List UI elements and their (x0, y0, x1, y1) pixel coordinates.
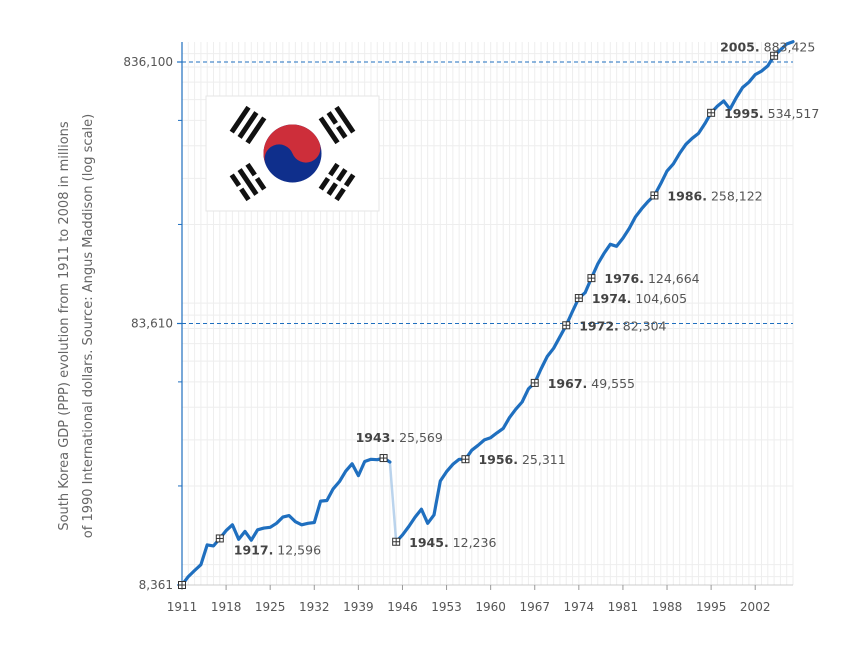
markers (178, 51, 779, 589)
annotation-value: 49,555 (587, 376, 635, 391)
annotations: 1917. 12,596 1943. 25,569 1945. 12,236 1956… (234, 40, 820, 558)
trigram-top-right (318, 105, 356, 145)
x-tick-label: 1925 (255, 600, 286, 614)
y-tick-label: 8,361 (139, 578, 173, 592)
annotation-value: 12,236 (449, 535, 497, 550)
x-tick-label: 1967 (519, 600, 550, 614)
axes: 8,361 83,610 836,100 1911 1918 1925 1932 1939 19… (123, 42, 793, 614)
annotation-year: 2005. (720, 40, 760, 55)
annotation-value: 534,517 (764, 106, 820, 121)
annotation-label: 1986. 258,122 (667, 188, 762, 203)
x-tick-label: 1960 (475, 600, 506, 614)
annotation-label: 2005. 883,425 (720, 40, 815, 55)
data-point-marker (392, 537, 401, 546)
x-tick-label: 1918 (211, 600, 242, 614)
annotation-value: 883,425 (760, 40, 816, 55)
data-point-marker (461, 455, 470, 464)
data-point-marker (574, 294, 583, 303)
annotation-year: 1945. (409, 535, 449, 550)
annotation-label: 1945. 12,236 (409, 535, 496, 550)
annotation-label: 1995. 534,517 (724, 106, 819, 121)
annotation-year: 1976. (604, 271, 644, 286)
annotation-label: 1956. 25,311 (478, 452, 565, 467)
data-point-marker (215, 534, 224, 543)
x-tick-label: 1946 (387, 600, 418, 614)
x-tick-label: 1988 (652, 600, 683, 614)
data-point-marker (379, 454, 388, 463)
trigram-top-left (229, 105, 267, 145)
annotation-year: 1986. (667, 188, 707, 203)
y-axis-label-line-2: of 1990 International dollars. Source: A… (81, 114, 96, 538)
x-tick-label: 1939 (343, 600, 374, 614)
data-point-marker (562, 321, 571, 330)
annotation-year: 1917. (234, 542, 274, 557)
annotation-value: 82,304 (619, 318, 667, 333)
annotation-year: 1972. (579, 318, 619, 333)
annotation-value: 25,569 (395, 430, 443, 445)
data-point-marker (587, 274, 596, 283)
annotation-value: 124,664 (644, 271, 700, 286)
data-point-marker (530, 378, 539, 387)
y-axis-label: South Korea GDP (PPP) evolution from 191… (57, 114, 96, 538)
annotation-value: 104,605 (631, 291, 687, 306)
x-tick-label: 1974 (564, 600, 595, 614)
y-axis-label-line-1: South Korea GDP (PPP) evolution from 191… (57, 121, 72, 531)
annotation-year: 1995. (724, 106, 764, 121)
annotation-label: 1943. 25,569 (356, 430, 443, 445)
reference-lines (182, 61, 793, 325)
data-point-marker (178, 581, 186, 589)
annotation-label: 1976. 124,664 (604, 271, 699, 286)
annotation-label: 1967. 49,555 (548, 376, 635, 391)
annotation-value: 258,122 (707, 188, 763, 203)
x-tick-label: 1953 (431, 600, 462, 614)
x-tick-label: 1995 (696, 600, 727, 614)
series-gap-connector (388, 461, 398, 542)
annotation-year: 1967. (548, 376, 588, 391)
annotation-year: 1943. (356, 430, 396, 445)
annotation-value: 25,311 (518, 452, 566, 467)
data-point-marker (707, 108, 716, 117)
data-point-marker (770, 51, 779, 60)
x-tick-label: 1981 (608, 600, 639, 614)
x-tick-label: 2002 (740, 600, 771, 614)
y-tick-label: 836,100 (123, 55, 173, 69)
annotation-label: 1972. 82,304 (579, 318, 666, 333)
x-tick-label: 1911 (167, 600, 198, 614)
annotation-year: 1974. (592, 291, 632, 306)
south-korea-flag (205, 95, 380, 212)
annotation-year: 1956. (478, 452, 518, 467)
taegeuk-emblem (263, 124, 322, 183)
annotation-value: 12,596 (273, 542, 321, 557)
data-point-marker (650, 191, 659, 200)
x-tick-label: 1932 (299, 600, 330, 614)
trigram-bottom-left (229, 162, 267, 202)
annotation-label: 1917. 12,596 (234, 542, 321, 557)
y-tick-label: 83,610 (131, 317, 173, 331)
trigram-bottom-right (318, 162, 356, 202)
annotation-label: 1974. 104,605 (592, 291, 687, 306)
